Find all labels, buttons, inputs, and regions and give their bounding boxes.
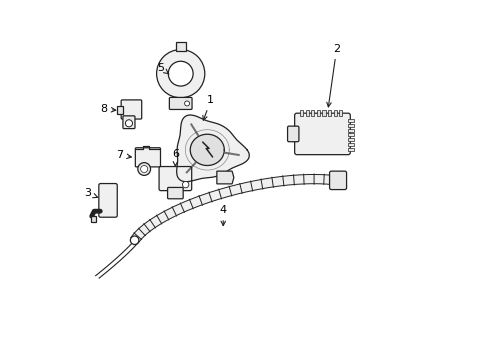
Bar — [347, 138, 353, 141]
Circle shape — [125, 120, 132, 127]
Bar — [347, 124, 353, 127]
Polygon shape — [176, 115, 249, 182]
Bar — [305, 110, 308, 116]
Circle shape — [130, 236, 139, 244]
FancyBboxPatch shape — [99, 184, 117, 217]
Circle shape — [184, 101, 189, 106]
Text: 7: 7 — [116, 150, 131, 160]
Bar — [116, 105, 122, 114]
FancyBboxPatch shape — [169, 98, 192, 109]
Bar — [175, 42, 185, 51]
Bar — [311, 110, 314, 116]
FancyBboxPatch shape — [159, 167, 191, 191]
Bar — [338, 110, 342, 116]
FancyBboxPatch shape — [287, 126, 298, 142]
Text: 3: 3 — [84, 189, 98, 198]
Circle shape — [156, 50, 204, 98]
Circle shape — [182, 181, 188, 188]
Bar — [347, 148, 353, 151]
Bar — [300, 110, 303, 116]
FancyBboxPatch shape — [122, 116, 135, 129]
Text: 6: 6 — [171, 149, 179, 166]
Bar — [333, 110, 336, 116]
FancyBboxPatch shape — [294, 113, 349, 155]
Bar — [347, 129, 353, 131]
Polygon shape — [216, 171, 233, 184]
Bar — [90, 216, 96, 222]
Circle shape — [141, 166, 147, 172]
FancyBboxPatch shape — [329, 171, 346, 190]
Bar — [316, 110, 319, 116]
Polygon shape — [190, 134, 224, 166]
Text: 8: 8 — [100, 104, 116, 114]
Text: 4: 4 — [219, 205, 226, 226]
Bar — [347, 119, 353, 122]
Circle shape — [168, 61, 193, 86]
Polygon shape — [130, 175, 333, 243]
Text: 2: 2 — [326, 44, 340, 107]
FancyBboxPatch shape — [121, 100, 142, 119]
FancyBboxPatch shape — [167, 188, 183, 199]
Bar — [347, 134, 353, 136]
Text: 5: 5 — [157, 63, 169, 74]
FancyBboxPatch shape — [135, 148, 160, 167]
Bar — [322, 110, 325, 116]
Bar — [347, 143, 353, 146]
Text: 1: 1 — [203, 95, 214, 120]
Bar — [327, 110, 330, 116]
Circle shape — [138, 163, 150, 175]
